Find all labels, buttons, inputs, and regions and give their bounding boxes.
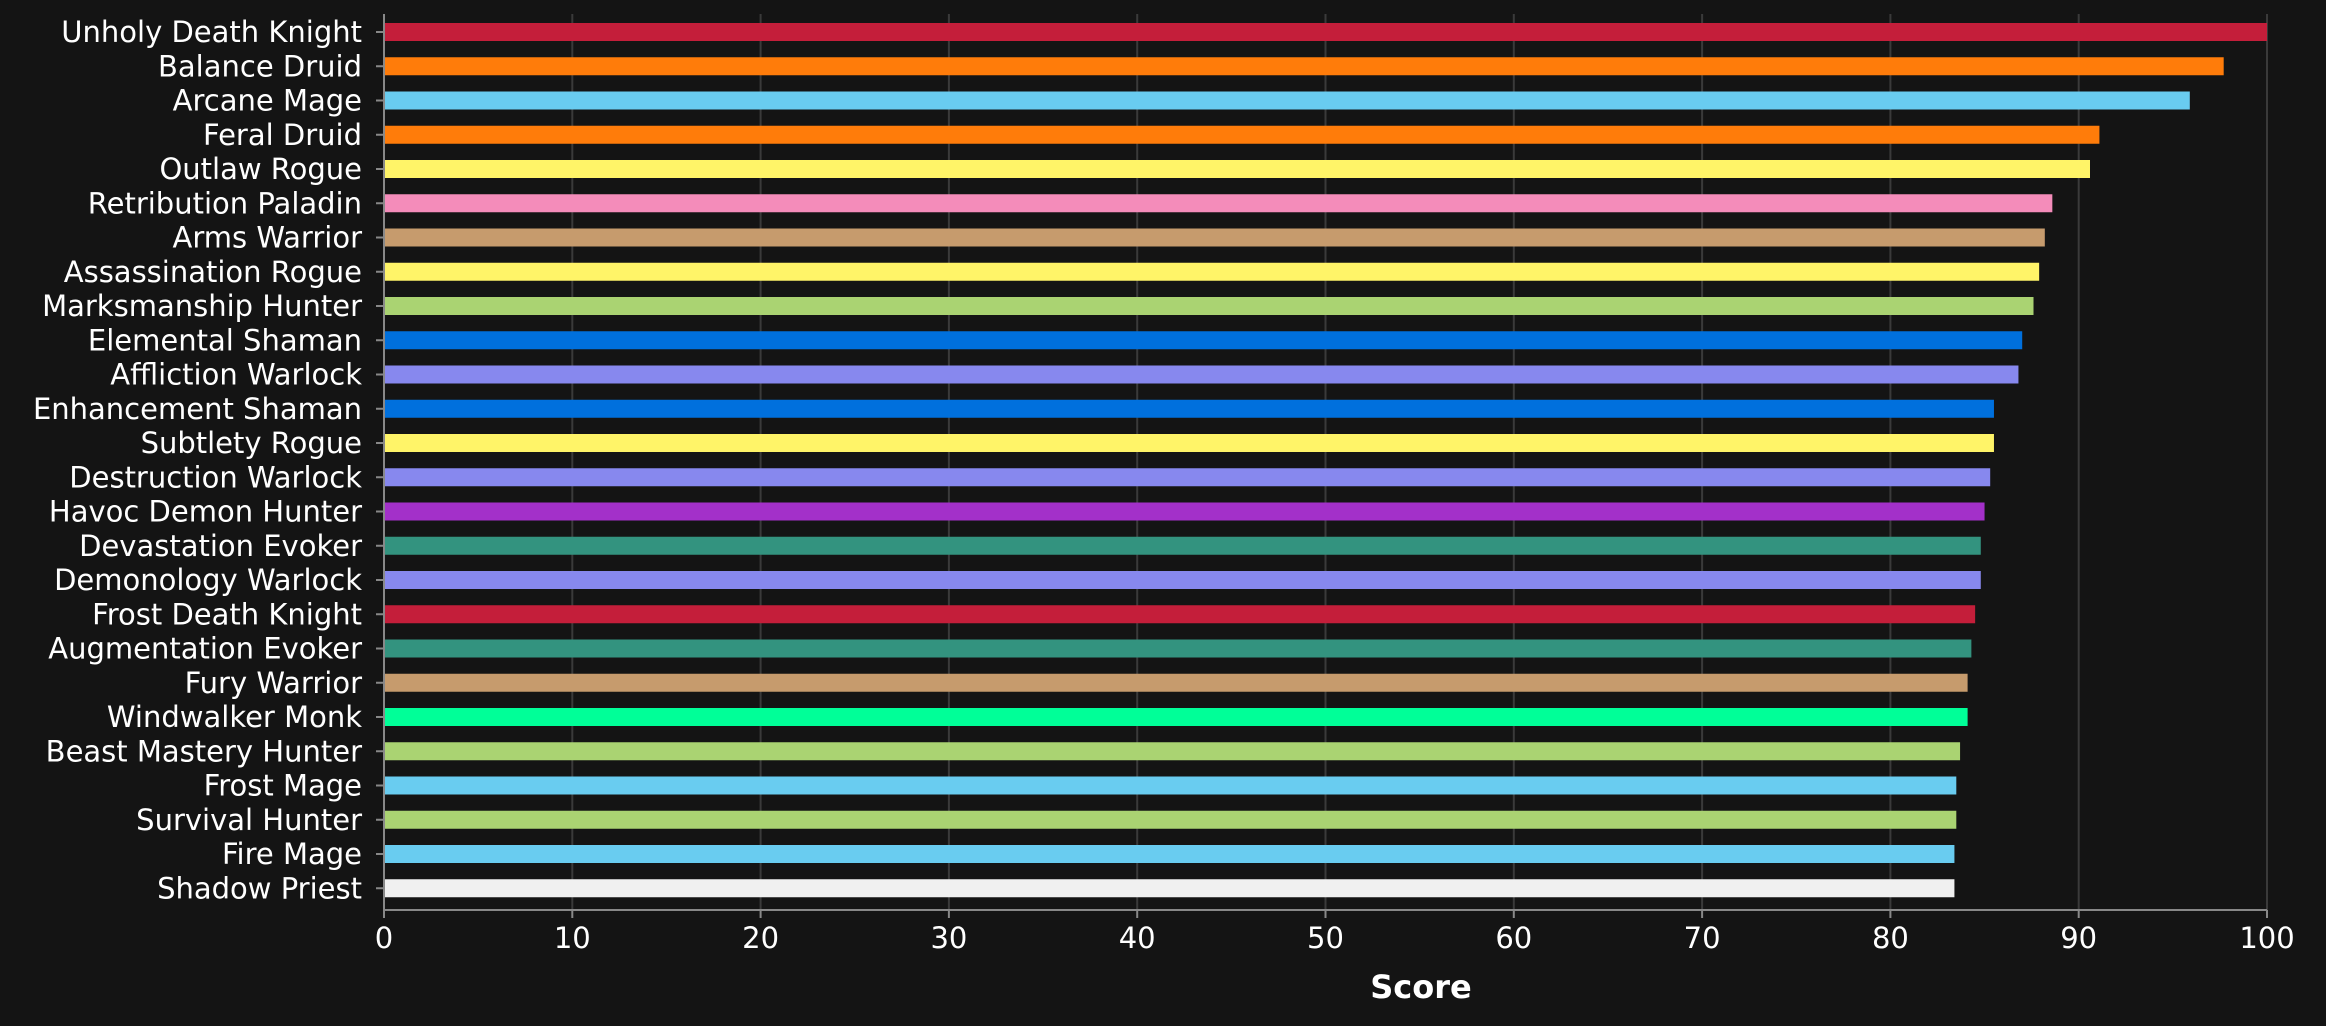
- bar: [384, 536, 1981, 555]
- category-label: Assassination Rogue: [64, 255, 362, 289]
- bar: [384, 160, 2090, 178]
- bar: [384, 365, 2019, 384]
- category-label: Balance Druid: [158, 49, 362, 83]
- category-label: Destruction Warlock: [69, 460, 362, 494]
- x-tick-label: 10: [554, 921, 591, 955]
- bar: [384, 673, 1968, 692]
- x-tick-label: 0: [375, 921, 393, 955]
- category-label: Fury Warrior: [185, 666, 363, 700]
- category-label: Marksmanship Hunter: [42, 289, 362, 323]
- bars-group: [384, 23, 2267, 898]
- bar: [384, 91, 2190, 110]
- x-tick-labels-group: 0 10 20 30 40 50 60 70 80 90 100: [375, 921, 2295, 955]
- category-label: Fire Mage: [222, 837, 362, 871]
- category-label: Arms Warrior: [173, 221, 363, 255]
- bar: [384, 57, 2224, 76]
- x-tick-label: 90: [2060, 921, 2097, 955]
- bar: [384, 468, 1991, 487]
- category-label: Frost Mage: [204, 769, 362, 803]
- bar: [384, 399, 1994, 418]
- x-tick-label: 70: [1684, 921, 1721, 955]
- x-tick-label: 40: [1119, 921, 1156, 955]
- bar: [384, 571, 1981, 589]
- category-label: Augmentation Evoker: [48, 632, 362, 666]
- category-label: Frost Death Knight: [92, 597, 362, 631]
- bar: [384, 879, 1955, 898]
- category-label: Feral Druid: [203, 118, 362, 152]
- bar: [384, 810, 1957, 829]
- category-label: Windwalker Monk: [107, 700, 362, 734]
- bar: [384, 639, 1972, 658]
- category-label: Subtlety Rogue: [141, 426, 362, 460]
- category-label: Retribution Paladin: [88, 186, 362, 220]
- bar: [384, 194, 2053, 213]
- bar: [384, 228, 2045, 247]
- category-label: Beast Mastery Hunter: [46, 734, 362, 768]
- bar: [384, 23, 2267, 41]
- category-label: Elemental Shaman: [88, 323, 362, 357]
- bar: [384, 434, 1994, 452]
- bar: [384, 262, 2040, 281]
- x-tick-label: 20: [742, 921, 779, 955]
- category-label: Devastation Evoker: [79, 529, 362, 563]
- axes-group: [376, 14, 2268, 918]
- x-tick-label: 80: [1872, 921, 1909, 955]
- category-label: Demonology Warlock: [54, 563, 362, 597]
- bar: [384, 297, 2034, 315]
- x-tick-label: 30: [930, 921, 967, 955]
- category-label: Enhancement Shaman: [33, 392, 362, 426]
- category-label: Affliction Warlock: [110, 358, 362, 392]
- bar: [384, 331, 2023, 350]
- grid-lines: [383, 14, 2268, 910]
- bar: [384, 125, 2100, 144]
- bar: [384, 605, 1976, 624]
- bar: [384, 776, 1957, 795]
- x-tick-label: 60: [1495, 921, 1532, 955]
- category-label: Havoc Demon Hunter: [49, 495, 362, 529]
- x-axis-title: Score: [1370, 968, 1471, 1006]
- bar: [384, 845, 1955, 863]
- category-label: Shadow Priest: [157, 871, 362, 905]
- category-label: Arcane Mage: [173, 84, 362, 118]
- x-tick-label: 100: [2239, 921, 2294, 955]
- category-label: Outlaw Rogue: [159, 152, 362, 186]
- bar: [384, 708, 1968, 726]
- category-label: Survival Hunter: [136, 803, 362, 837]
- bar: [384, 742, 1961, 761]
- x-tick-label: 50: [1307, 921, 1344, 955]
- category-label: Unholy Death Knight: [61, 15, 362, 49]
- bar: [384, 502, 1985, 521]
